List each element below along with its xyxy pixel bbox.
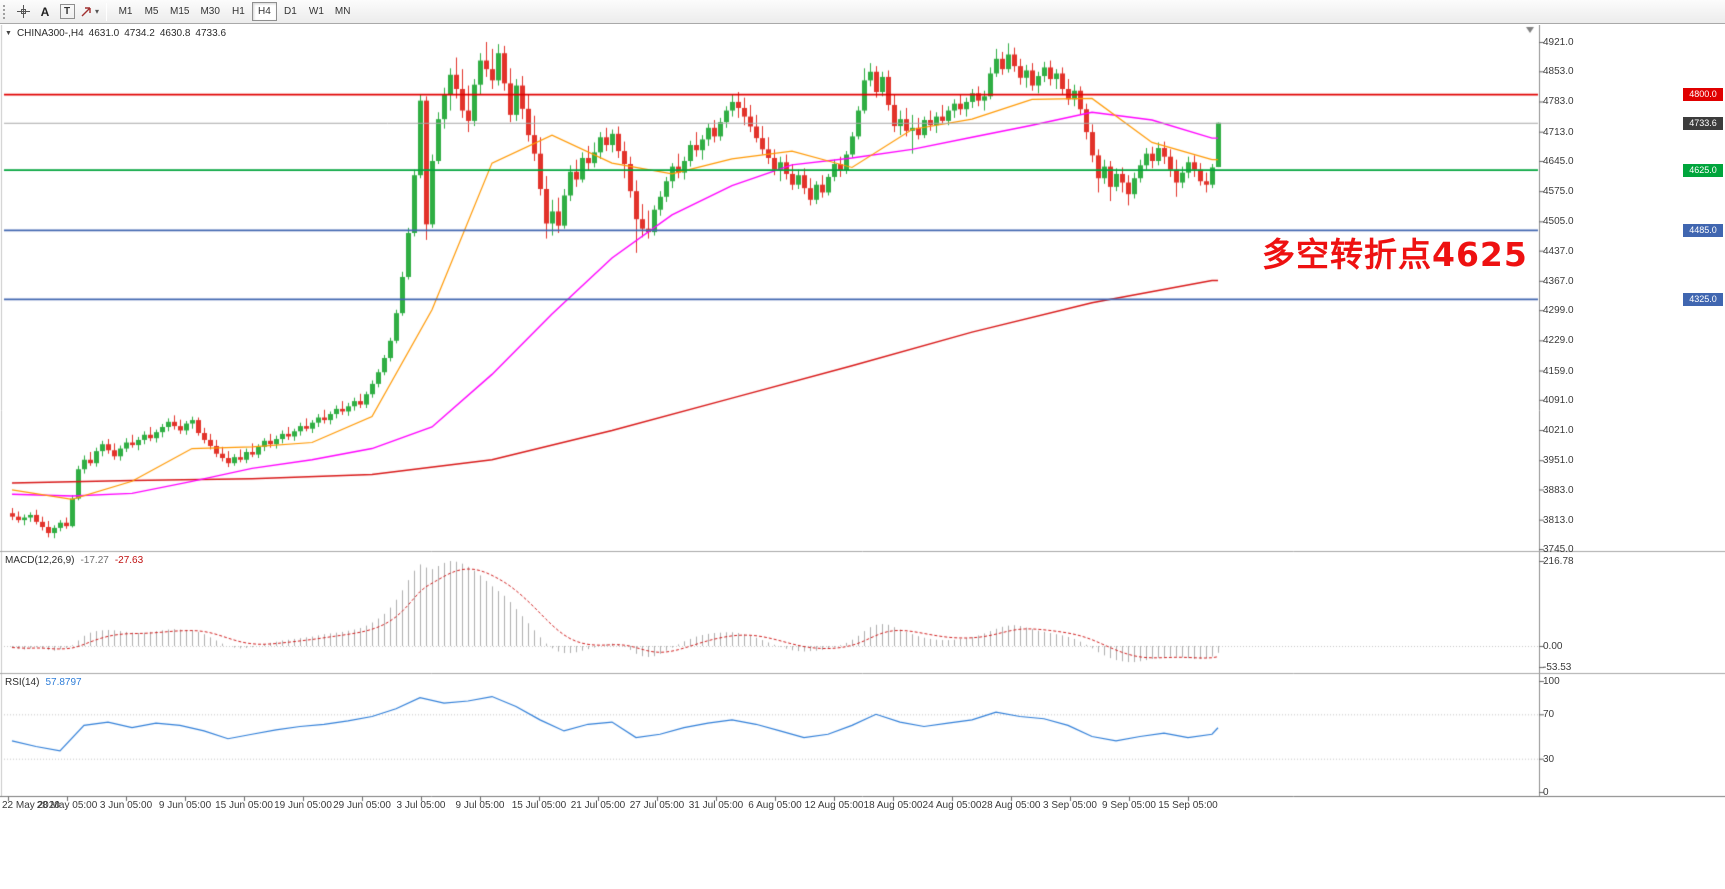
time-axis-label: 3 Jul 05:00 bbox=[396, 800, 446, 811]
time-axis-label: 28 May 05:00 bbox=[36, 800, 98, 811]
text-label-tool-icon: T bbox=[59, 4, 75, 19]
crosshair-tool-button[interactable] bbox=[12, 2, 34, 22]
macd-signal-value: -27.63 bbox=[114, 555, 144, 566]
price-tick-label: 4437.0 bbox=[1543, 245, 1574, 257]
time-axis-label: 3 Jun 05:00 bbox=[99, 800, 153, 811]
dropdown-caret-icon: ▾ bbox=[95, 7, 100, 16]
ohlc-high: 4734.2 bbox=[124, 28, 155, 39]
price-level-label: 4800.0 bbox=[1683, 88, 1723, 102]
timeframe-button-m30[interactable]: M30 bbox=[195, 2, 224, 21]
price-tick-label: 4853.0 bbox=[1543, 66, 1574, 78]
text-tool-label: A bbox=[40, 4, 50, 19]
ohlc-low: 4630.8 bbox=[159, 28, 191, 39]
chart-ohlc-header: ▼ CHINA300-,H4 4631.0 4734.2 4630.8 4733… bbox=[5, 28, 226, 39]
current-price-label: 4733.6 bbox=[1683, 116, 1723, 130]
chart-annotation-text[interactable]: 多空转折点4625 bbox=[1262, 235, 1528, 274]
time-axis-label: 24 Aug 05:00 bbox=[922, 800, 982, 811]
time-axis-label: 12 Aug 05:00 bbox=[804, 800, 864, 811]
macd-indicator-header: MACD(12,26,9) -17.27 -27.63 bbox=[5, 555, 143, 566]
rsi-tick-label: 0 bbox=[1543, 787, 1549, 798]
macd-tick-label: 216.78 bbox=[1543, 556, 1574, 567]
price-tick-label: 3813.0 bbox=[1543, 514, 1574, 526]
arrows-tool-button[interactable]: ▾ bbox=[78, 2, 100, 22]
macd-label: MACD(12,26,9) bbox=[5, 555, 75, 566]
time-axis-label: 15 Sep 05:00 bbox=[1158, 800, 1218, 811]
price-tick-label: 4229.0 bbox=[1543, 335, 1574, 347]
price-tick-label: 4159.0 bbox=[1543, 365, 1574, 377]
timeframe-button-mn[interactable]: MN bbox=[330, 2, 356, 21]
timeframe-button-d1[interactable]: D1 bbox=[278, 2, 303, 21]
price-chart-canvas[interactable] bbox=[0, 25, 1725, 889]
rsi-tick-label: 30 bbox=[1543, 753, 1555, 765]
price-level-label: 4485.0 bbox=[1683, 223, 1723, 237]
time-axis-label: 18 Aug 05:00 bbox=[863, 800, 923, 811]
price-tick-label: 4783.0 bbox=[1543, 96, 1574, 108]
price-tick-label: 4575.0 bbox=[1543, 186, 1574, 198]
symbol-dropdown-icon[interactable]: ▼ bbox=[5, 30, 12, 37]
price-axis[interactable]: 4921.0 4853.0 4783.0 4713.0 4645.0 4575.0 4505… bbox=[1539, 25, 1725, 555]
time-axis-label: 21 Jul 05:00 bbox=[570, 800, 626, 811]
price-level-label: 4625.0 bbox=[1683, 163, 1723, 177]
time-axis-label: 28 Aug 05:00 bbox=[981, 800, 1041, 811]
time-axis-label: 29 Jun 05:00 bbox=[333, 800, 391, 811]
time-axis-label: 9 Jul 05:00 bbox=[455, 800, 505, 811]
time-axis-label: 15 Jul 05:00 bbox=[511, 800, 567, 811]
price-tick-label: 3745.0 bbox=[1543, 544, 1574, 555]
rsi-indicator-header: RSI(14) 57.8797 bbox=[5, 677, 82, 688]
time-axis-label: 27 Jul 05:00 bbox=[629, 800, 685, 811]
toolbar-grip-handle[interactable] bbox=[2, 3, 7, 20]
ohlc-open: 4631.0 bbox=[88, 28, 120, 39]
timeframe-button-m1[interactable]: M1 bbox=[113, 2, 138, 21]
price-tick-label: 4645.0 bbox=[1543, 155, 1574, 167]
price-tick-label: 4921.0 bbox=[1543, 37, 1574, 48]
timeframe-button-m5[interactable]: M5 bbox=[139, 2, 164, 21]
price-tick-label: 3883.0 bbox=[1543, 484, 1574, 496]
macd-tick-label: -53.53 bbox=[1543, 661, 1572, 673]
price-tick-label: 3951.0 bbox=[1543, 455, 1574, 467]
timeframe-toolbar: M1 M5 M15 M30 H1 H4 D1 W1 MN bbox=[113, 2, 355, 21]
text-label-tool-button[interactable]: T bbox=[56, 2, 78, 22]
time-axis-label: 3 Sep 05:00 bbox=[1043, 800, 1097, 811]
text-tool-button[interactable]: A bbox=[34, 2, 56, 22]
macd-axis[interactable]: 216.78 0.00 -53.53 bbox=[1539, 552, 1725, 674]
price-tick-label: 4021.0 bbox=[1543, 425, 1574, 436]
time-axis[interactable]: 22 May 2020 28 May 05:00 3 Jun 05:00 9 Jun … bbox=[0, 797, 1725, 827]
price-level-label: 4325.0 bbox=[1683, 292, 1723, 306]
time-axis-label: 9 Sep 05:00 bbox=[1102, 800, 1156, 811]
time-axis-label: 15 Jun 05:00 bbox=[215, 800, 273, 811]
timeframe-button-h4[interactable]: H4 bbox=[251, 2, 277, 21]
symbol-timeframe-label: CHINA300-,H4 bbox=[16, 28, 84, 39]
time-axis-label: 19 Jun 05:00 bbox=[274, 800, 332, 811]
rsi-value: 57.8797 bbox=[45, 677, 82, 688]
time-axis-label: 9 Jun 05:00 bbox=[158, 800, 212, 811]
rsi-tick-label: 70 bbox=[1543, 709, 1555, 721]
price-tick-label: 4367.0 bbox=[1543, 275, 1574, 287]
toolbar-separator bbox=[106, 2, 108, 21]
price-tick-label: 4505.0 bbox=[1543, 216, 1574, 228]
timeframe-button-m15[interactable]: M15 bbox=[165, 2, 194, 21]
arrow-shape-icon bbox=[81, 6, 91, 16]
price-tick-label: 4713.0 bbox=[1543, 126, 1574, 138]
time-axis-label: 31 Jul 05:00 bbox=[688, 800, 744, 811]
timeframe-button-h1[interactable]: H1 bbox=[226, 2, 251, 21]
ohlc-close: 4733.6 bbox=[195, 28, 227, 39]
macd-tick-label: 0.00 bbox=[1543, 641, 1563, 652]
time-axis-label: 22 May 2020 bbox=[2, 800, 60, 811]
timeframe-button-w1[interactable]: W1 bbox=[304, 2, 329, 21]
price-tick-label: 4299.0 bbox=[1543, 305, 1574, 317]
rsi-label: RSI(14) bbox=[5, 677, 40, 688]
toolbar: A T ▾ M1 M5 M15 M30 H1 H4 D1 W1 MN bbox=[0, 0, 1725, 24]
macd-value: -17.27 bbox=[80, 555, 109, 566]
rsi-tick-label: 100 bbox=[1543, 676, 1560, 687]
chart-window: ▼ CHINA300-,H4 4631.0 4734.2 4630.8 4733… bbox=[0, 25, 1725, 889]
crosshair-icon bbox=[16, 5, 30, 18]
rsi-axis[interactable]: 100 70 30 0 bbox=[1539, 674, 1725, 798]
time-axis-label: 6 Aug 05:00 bbox=[748, 800, 802, 811]
price-tick-label: 4091.0 bbox=[1543, 394, 1574, 406]
